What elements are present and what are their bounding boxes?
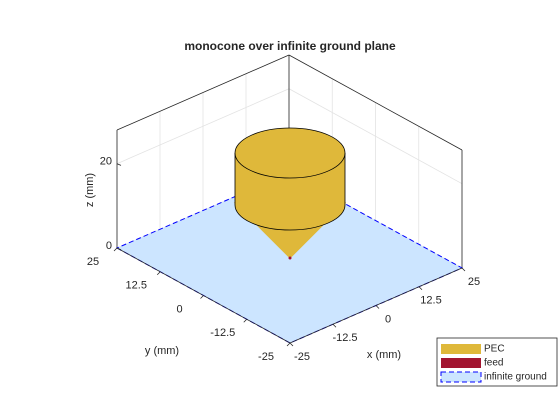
y-axis-label: y (mm) [145, 345, 179, 357]
x-tick-label: 0 [385, 313, 391, 325]
x-tick-label: -25 [294, 351, 310, 363]
z-tick [116, 163, 122, 166]
y-tick-label: 0 [176, 303, 182, 315]
monocone [233, 127, 347, 260]
y-tick-label: -12.5 [210, 327, 235, 339]
legend-label: infinite ground [484, 372, 547, 383]
x-tick [375, 305, 380, 309]
y-tick-label: 25 [87, 256, 99, 268]
z-tick-label: 0 [106, 240, 112, 252]
legend: PEC feed infinite ground [436, 337, 558, 387]
feed [288, 256, 292, 260]
z-tick [116, 247, 122, 251]
legend-label: feed [484, 358, 503, 369]
x-axis-label: x (mm) [367, 349, 401, 361]
y-tick-label: -25 [258, 351, 274, 363]
y-tick [200, 295, 204, 299]
axis-edge [288, 54, 463, 151]
x-tick-label: 25 [468, 276, 480, 288]
axis-edge [116, 54, 290, 131]
y-tick-label: 12.5 [126, 280, 147, 292]
x-tick [461, 267, 466, 272]
y-tick [156, 271, 161, 276]
legend-label: PEC [484, 344, 505, 355]
x-tick [418, 286, 423, 291]
y-tick [113, 247, 118, 252]
x-tick-label: 12.5 [420, 295, 441, 307]
legend-swatch [440, 371, 482, 383]
y-tick [243, 318, 248, 323]
cylinder-top [234, 127, 346, 179]
legend-swatch [441, 344, 481, 354]
x-tick [332, 323, 337, 328]
x-tick-label: -12.5 [332, 332, 357, 344]
x-tick [289, 342, 294, 347]
legend-swatch [441, 358, 481, 368]
z-tick-label: 20 [100, 156, 112, 168]
chart-title: monocone over infinite ground plane [184, 39, 396, 53]
axes-front: -25 -12.5 0 12.5 25 -25 -12.5 0 12.5 25 0 20 [87, 156, 480, 363]
z-axis-label: z (mm) [84, 173, 96, 207]
y-tick [286, 342, 291, 347]
